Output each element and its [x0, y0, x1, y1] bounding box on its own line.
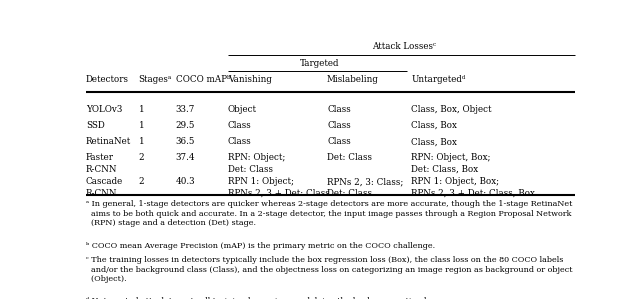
- Text: RPN 1: Object, Box;
RPNs 2, 3 + Det: Class, Box: RPN 1: Object, Box; RPNs 2, 3 + Det: Cla…: [412, 178, 535, 198]
- Text: 1: 1: [138, 121, 144, 130]
- Text: YOLOv3: YOLOv3: [86, 105, 122, 114]
- Point: [224, 54, 232, 57]
- Text: RetinaNet: RetinaNet: [86, 137, 131, 146]
- Text: Vanishing: Vanishing: [228, 75, 272, 84]
- Text: 37.4: 37.4: [176, 153, 195, 162]
- Text: Stagesᵃ: Stagesᵃ: [138, 75, 172, 84]
- Text: Det: Class: Det: Class: [327, 153, 372, 162]
- Text: 33.7: 33.7: [176, 105, 195, 114]
- Text: SSD: SSD: [86, 121, 105, 130]
- Point: [224, 69, 232, 73]
- Text: Class, Box, Object: Class, Box, Object: [412, 105, 492, 114]
- Point: [571, 54, 579, 57]
- Text: RPN 1: Object;
RPNs 2, 3 + Det: Class: RPN 1: Object; RPNs 2, 3 + Det: Class: [228, 178, 330, 198]
- Text: Targeted: Targeted: [300, 59, 339, 68]
- Text: Detectors: Detectors: [86, 75, 129, 84]
- Text: Class: Class: [327, 121, 351, 130]
- Text: Class: Class: [228, 137, 252, 146]
- Text: 40.3: 40.3: [176, 178, 195, 187]
- Text: Attack Lossesᶜ: Attack Lossesᶜ: [372, 42, 436, 51]
- Text: Untargetedᵈ: Untargetedᵈ: [412, 75, 466, 84]
- Text: Object: Object: [228, 105, 257, 114]
- Text: ᵇ COCO mean Average Precision (mAP) is the primary metric on the COCO challenge.: ᵇ COCO mean Average Precision (mAP) is t…: [86, 242, 435, 250]
- Text: 2: 2: [138, 178, 144, 187]
- Text: Class: Class: [228, 121, 252, 130]
- Text: 1: 1: [138, 137, 144, 146]
- Text: ᶜ The training losses in detectors typically include the box regression loss (Bo: ᶜ The training losses in detectors typic…: [86, 256, 572, 283]
- Text: Faster
R-CNN: Faster R-CNN: [86, 153, 118, 174]
- Text: RPN: Object;
Det: Class: RPN: Object; Det: Class: [228, 153, 285, 174]
- Text: ᵈ Untargeted attack targets all training losses in a model, i.e. the backpropaga: ᵈ Untargeted attack targets all training…: [86, 298, 442, 299]
- Text: Class: Class: [327, 137, 351, 146]
- Text: 36.5: 36.5: [176, 137, 195, 146]
- Text: COCO mAPᵇ: COCO mAPᵇ: [176, 75, 230, 84]
- Text: 29.5: 29.5: [176, 121, 195, 130]
- Text: Class, Box: Class, Box: [412, 121, 457, 130]
- Text: Class: Class: [327, 105, 351, 114]
- Text: Mislabeling: Mislabeling: [327, 75, 379, 84]
- Text: 1: 1: [138, 105, 144, 114]
- Text: Cascade
R-CNN: Cascade R-CNN: [86, 178, 124, 198]
- Text: ᵃ In general, 1-stage detectors are quicker whereas 2-stage detectors are more a: ᵃ In general, 1-stage detectors are quic…: [86, 201, 572, 228]
- Text: 2: 2: [138, 153, 144, 162]
- Text: RPN: Object, Box;
Det: Class, Box: RPN: Object, Box; Det: Class, Box: [412, 153, 491, 174]
- Point: [404, 69, 412, 73]
- Text: RPNs 2, 3: Class;
Det: Class: RPNs 2, 3: Class; Det: Class: [327, 178, 403, 198]
- Text: Class, Box: Class, Box: [412, 137, 457, 146]
